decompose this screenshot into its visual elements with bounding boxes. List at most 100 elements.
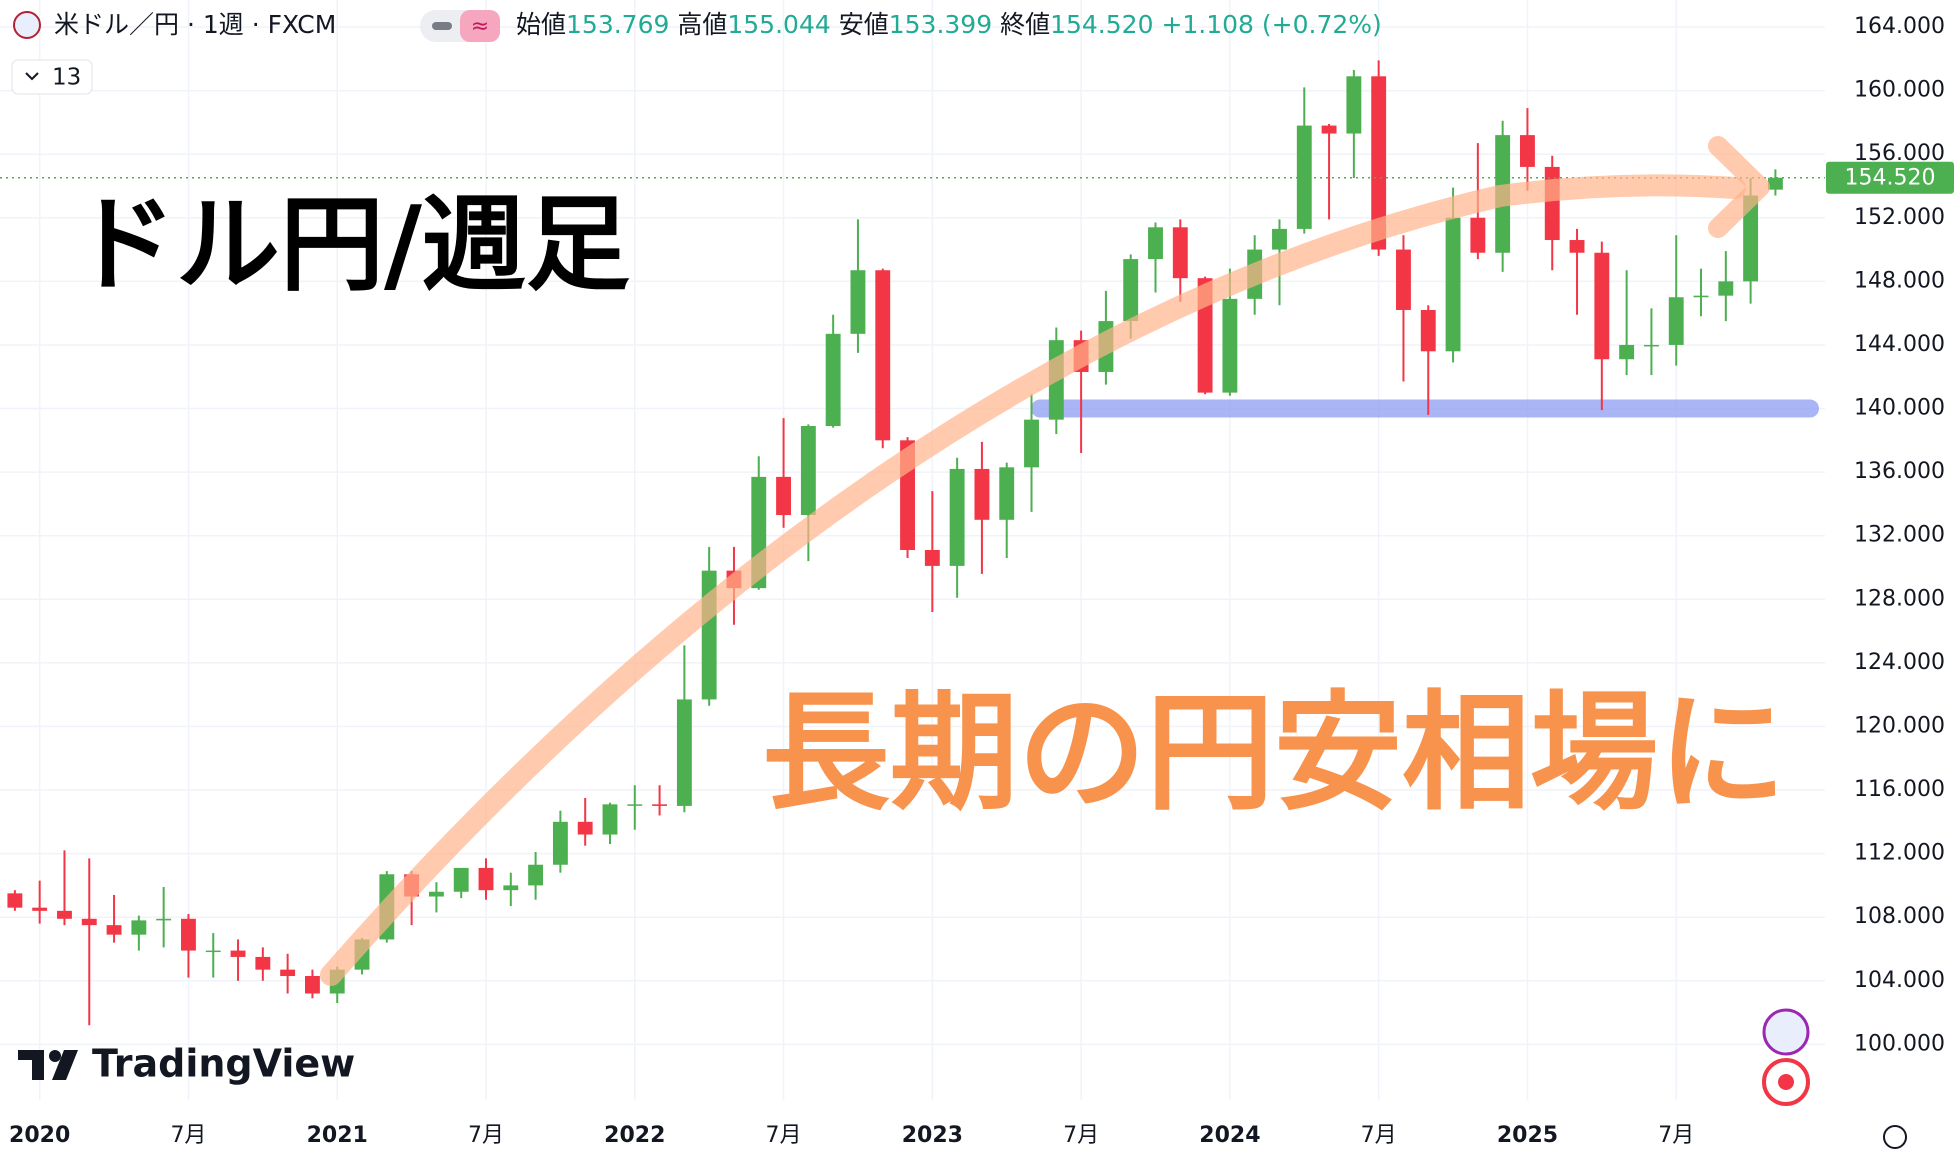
overlay xyxy=(320,136,1770,986)
candle-body xyxy=(1743,195,1759,282)
high-label: 高値 xyxy=(677,10,727,39)
candle-body xyxy=(1470,217,1486,253)
logo-part xyxy=(18,1050,44,1060)
indicator-toggle[interactable] xyxy=(11,59,93,95)
candle-body xyxy=(1668,297,1684,345)
candle-body xyxy=(776,476,791,516)
candle-body xyxy=(974,468,990,520)
last-price-tag xyxy=(1826,161,1954,194)
x-tick-label: 7月 xyxy=(1658,1123,1694,1148)
x-tick-label: 7月 xyxy=(468,1123,504,1148)
interval-count: 13 xyxy=(52,65,81,91)
candle-body xyxy=(1718,281,1734,296)
candle-body xyxy=(652,804,668,806)
event-flag-us[interactable] xyxy=(1762,1008,1810,1056)
candle-body xyxy=(478,867,494,891)
y-tick-label: 100.000 xyxy=(1854,1031,1945,1056)
y-tick-label: 136.000 xyxy=(1854,459,1945,484)
candle-body xyxy=(602,804,618,835)
candle-body xyxy=(1172,227,1188,279)
candle-body xyxy=(1569,240,1585,253)
candle-body xyxy=(552,821,568,865)
candle-body xyxy=(1767,177,1783,190)
y-tick-label: 132.000 xyxy=(1854,523,1945,548)
candle-body xyxy=(181,918,196,951)
candle-body xyxy=(1643,344,1659,347)
candle-body xyxy=(825,333,841,427)
y-tick-label: 128.000 xyxy=(1854,586,1945,611)
x-tick-label: 2024 xyxy=(1199,1123,1260,1148)
y-tick-label: 148.000 xyxy=(1854,268,1945,293)
status-icon xyxy=(432,22,452,30)
tv-logo xyxy=(18,1050,78,1080)
candle-body xyxy=(999,467,1015,520)
candle-body xyxy=(949,468,965,566)
candle-body xyxy=(7,893,23,908)
y-tick-label: 144.000 xyxy=(1854,332,1945,357)
candle-body xyxy=(924,550,940,566)
y-tick-label: 160.000 xyxy=(1854,78,1945,103)
candle-body xyxy=(850,270,866,334)
open-value: 153.769 xyxy=(566,10,669,39)
candle-body xyxy=(1420,309,1436,352)
y-tick-label: 104.000 xyxy=(1854,968,1945,993)
candle-body xyxy=(81,918,97,926)
y-tick-label: 152.000 xyxy=(1854,205,1945,230)
candle-body xyxy=(1371,76,1387,250)
y-tick-label: 140.000 xyxy=(1854,396,1945,421)
candle-body xyxy=(800,426,816,516)
candle-body xyxy=(1445,217,1461,352)
candle-body xyxy=(1222,298,1238,393)
y-tick-label: 164.000 xyxy=(1854,14,1945,39)
candle-body xyxy=(230,950,246,957)
symbol[interactable]: 米ドル／円 · 1週 · FXCM xyxy=(54,10,336,39)
ohlc-text: 始値153.769 高値155.044 安値153.399 終値154.520 … xyxy=(516,10,1382,39)
x-tick-label: 7月 xyxy=(766,1123,802,1148)
candle-body xyxy=(1594,252,1610,360)
candle-body xyxy=(106,925,122,935)
status-pill-right xyxy=(460,10,500,42)
candle-body xyxy=(627,804,643,806)
trend-arrow-head xyxy=(1708,136,1770,238)
logo-part xyxy=(32,1050,44,1080)
high-value: 155.044 xyxy=(727,10,830,39)
candle-body xyxy=(453,867,469,892)
x-tick-label: 7月 xyxy=(1063,1123,1099,1148)
y-tick-label: 112.000 xyxy=(1854,841,1945,866)
logo-part xyxy=(52,1050,78,1080)
x-tick-label: 2023 xyxy=(902,1123,963,1148)
close-label: 終値 xyxy=(1000,10,1050,39)
last-price-label: 154.520 xyxy=(1845,166,1936,191)
candle-body xyxy=(1346,76,1362,134)
candle-body xyxy=(280,969,296,977)
status-icon-approx: ≈ xyxy=(471,14,489,39)
candle-body xyxy=(255,956,271,970)
candle-body xyxy=(1693,295,1709,298)
candle-body xyxy=(1024,419,1039,468)
candle-body xyxy=(156,918,172,921)
x-tick-label: 2025 xyxy=(1497,1123,1558,1148)
ohlc-legend: 始値153.769 高値155.044 安値153.399 終値154.520 … xyxy=(516,10,1382,39)
trend-arrow xyxy=(320,174,1746,986)
candle-body xyxy=(875,270,891,441)
candle-body xyxy=(1296,125,1312,229)
candle-body xyxy=(1148,227,1163,260)
candle-body xyxy=(528,864,544,886)
y-tick-label: 108.000 xyxy=(1854,904,1945,929)
event-flag-jp-dot xyxy=(1778,1074,1794,1090)
y-tick-label: 116.000 xyxy=(1854,777,1945,802)
annotation-title: ドル円/週足 xyxy=(72,183,630,305)
x-tick-label: 2022 xyxy=(604,1123,665,1148)
settings[interactable] xyxy=(1883,1125,1907,1149)
x-tick-label: 7月 xyxy=(1361,1123,1397,1148)
change: +1.108 (+0.72%) xyxy=(1161,10,1381,39)
candle-body xyxy=(1396,249,1411,310)
candle-body xyxy=(1321,125,1337,134)
x-tick-label: 2021 xyxy=(307,1123,368,1148)
chevron xyxy=(25,72,39,81)
candle-body xyxy=(57,910,72,919)
close-value: 154.520 xyxy=(1050,10,1153,39)
candle-body xyxy=(205,950,221,953)
